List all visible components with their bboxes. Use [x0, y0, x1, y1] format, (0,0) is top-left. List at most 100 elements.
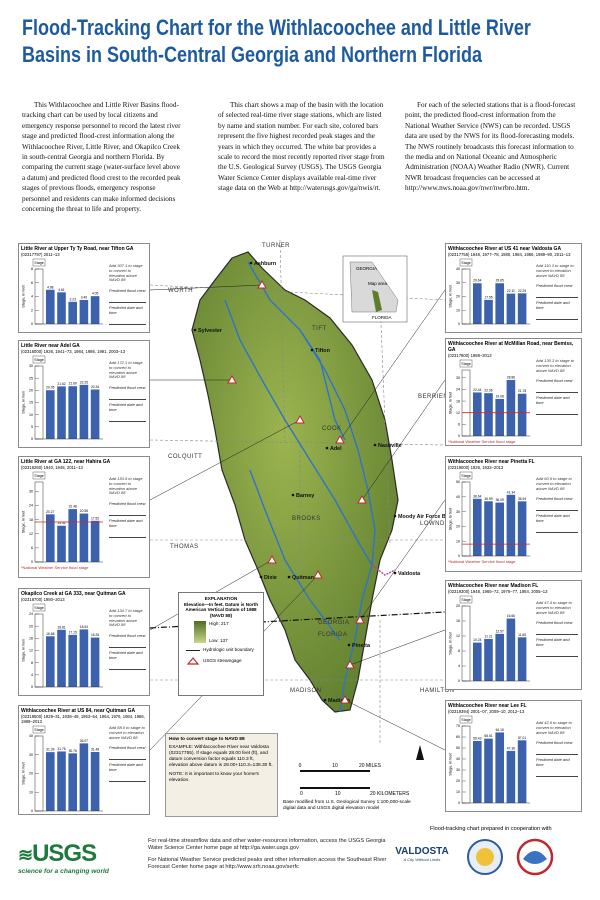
crest-label: Predicted flood crest [536, 620, 573, 626]
stage-chart: Stage, in feetStage05101520253020.0521.6… [22, 355, 103, 441]
triangle [186, 657, 200, 665]
station-number: (02316000) 1926, 1941–73, 1984, 1986, 19… [21, 349, 126, 354]
y-axis-label: Stage, in feet [22, 390, 26, 413]
station-panel: Withlacoochee River at US 84, near Quitm… [18, 705, 150, 815]
elevation-labels: High: 217 Low: 137 [209, 621, 229, 643]
y-tick-label: 20 [29, 389, 33, 393]
peak-bar [473, 642, 482, 681]
peak-bar [79, 743, 89, 811]
y-axis-label: Stage, in feet [449, 284, 453, 307]
cooperation-text: Flood-tracking chart prepared in coopera… [430, 826, 552, 832]
logo-wave: ≋ [18, 845, 33, 865]
town-label: Barney [296, 493, 314, 499]
town-label: Adel [330, 446, 342, 452]
y-tick-label: 40 [456, 495, 460, 499]
crest-label: Predicted flood crest [536, 740, 573, 746]
peak-bar [68, 301, 77, 324]
scale-label: 20 MILES [359, 763, 382, 769]
crest-line [109, 393, 146, 400]
footer-line: For National Weather Service predicted p… [148, 856, 387, 871]
value-label: 29.64 [473, 279, 481, 283]
y-tick-label: 20 [29, 624, 33, 628]
stage-header-box [32, 603, 46, 612]
y-tick-label: 30 [29, 490, 33, 494]
value-label: 41.34 [507, 490, 515, 494]
y-tick-label: 12 [456, 634, 460, 638]
value-label: 20.34 [91, 385, 99, 389]
station-panel: Little River at Upper Ty Ty Road, near T… [18, 243, 150, 333]
y-tick-label: 6 [31, 281, 33, 285]
explanation-title: EXPLANATION [204, 596, 238, 601]
peak-bar [506, 293, 516, 324]
y-tick-label: 70 [456, 724, 460, 728]
stage-header: Stage [34, 358, 43, 362]
y-axis-label: Stage, in feet [449, 391, 453, 414]
value-label: 21.62 [57, 382, 65, 386]
crest-line [536, 504, 578, 512]
date-line [109, 415, 146, 422]
conversion-note: NOTE: It is important to know your home'… [169, 772, 259, 783]
peak-bar [517, 501, 527, 556]
peak-bar [46, 636, 55, 687]
town-dot [193, 328, 197, 332]
stage-chart: Stage, in feet Stage 0 6 12 18 24 30 22.44 22.06 1… [449, 359, 530, 438]
conversion-note: Add 307.1 to stage to convert to elevati… [109, 263, 143, 283]
y-tick-label: 30 [456, 510, 460, 514]
value-label: 4.05 [92, 292, 99, 296]
station-number: (02317797) 2011–13 [21, 252, 60, 257]
y-tick-label: 0 [458, 801, 460, 805]
station-panel: Okapilco Creek at GA 333, near Quitman G… [18, 588, 150, 696]
town-dot [287, 575, 291, 579]
stage-header-box [32, 355, 46, 364]
inset-basin [372, 290, 382, 312]
date-line [536, 408, 578, 415]
conversion-note: Add 110.3 to stage to convert to elevati… [536, 263, 574, 278]
value-label: 57.01 [518, 736, 526, 740]
town-dot [347, 643, 351, 647]
stage-header: Stage [461, 474, 470, 478]
peak-bar [495, 283, 504, 324]
date-label: Predicted date and time [536, 513, 570, 523]
streamgage [257, 279, 267, 289]
stage-header-box [459, 595, 473, 604]
peak-bar [79, 384, 89, 439]
peak-bar [484, 638, 493, 681]
county-label: TIFT [312, 326, 327, 332]
county-label: COOK [322, 426, 342, 432]
scale-bar [300, 787, 370, 789]
peak-bar [517, 637, 527, 681]
value-label: 19.08 [496, 394, 504, 398]
peak-bar [506, 494, 516, 556]
y-tick-label: 24 [29, 612, 33, 616]
town-dot [249, 261, 253, 265]
peak-bar [68, 386, 77, 439]
peak-bar [506, 379, 516, 436]
value-label: 12.57 [496, 629, 504, 633]
y-tick-label: 10 [29, 413, 33, 417]
streamgage [313, 569, 323, 579]
date-line [536, 770, 578, 777]
scale-label: 0 [299, 763, 302, 769]
boundary-swatch [186, 649, 200, 651]
y-tick-label: 0 [31, 437, 33, 441]
peak-bar [495, 502, 504, 556]
station-notes: Add 60.9 to stage to convert to elevatio… [536, 476, 578, 536]
value-label: 36.07 [80, 739, 88, 743]
intro-paragraph: This Withlacoochee and Little River Basi… [22, 101, 181, 214]
station-notes: Add 110.3 to stage to convert to elevati… [536, 263, 578, 323]
date-label: Predicted date and time [109, 401, 143, 412]
stage-chart: Stage, in feet Stage 0 10 20 30 40 29.64 17.55 29… [449, 258, 530, 326]
station-notes: Add 47.4 to stage to convert to elevatio… [536, 600, 578, 660]
y-tick-label: 18 [29, 518, 33, 522]
town-label: Pinetta [352, 643, 371, 649]
peak-bar [506, 750, 516, 803]
value-label: 29.65 [496, 279, 504, 283]
county-line [149, 439, 446, 446]
county-label: WORTH [168, 288, 193, 294]
leader-line [339, 289, 446, 441]
intro-paragraph: This chart shows a map of the basin with… [218, 101, 385, 193]
boundary-label: Hydrologic unit boundary [203, 647, 254, 653]
leader-line [149, 419, 301, 501]
date-line [536, 526, 578, 533]
y-tick-label: 0 [458, 554, 460, 558]
